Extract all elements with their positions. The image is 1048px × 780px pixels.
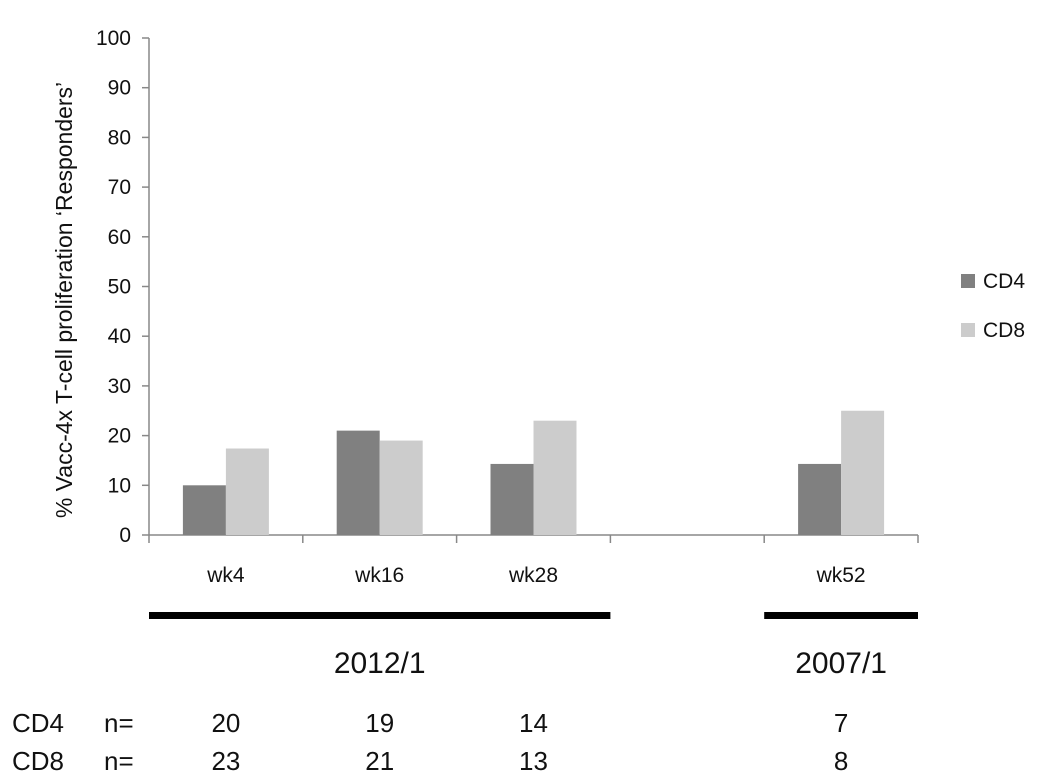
legend-label: CD4 [983,270,1025,293]
y-tick-label: 0 [119,524,131,547]
group-bracket-line [149,612,611,619]
n-value: 13 [519,746,548,776]
y-tick-label: 10 [108,474,131,497]
bar-cd8 [225,448,269,535]
n-row-label: CD8 [12,746,64,776]
x-category-label: wk16 [354,564,404,587]
category-labels: wk4 wk16 wk28 wk52 [206,564,865,587]
legend-swatch [961,323,975,337]
n-value: 20 [211,708,240,738]
n-row-label: CD4 [12,708,64,738]
legend-label: CD8 [983,319,1025,342]
bar-cd4 [336,430,380,535]
bar-cd8 [379,440,423,535]
y-tick-label: 20 [108,425,131,448]
x-category-label: wk28 [508,564,558,587]
bars [182,410,885,535]
group-label: 2012/1 [334,647,426,680]
n-equals-label: n= [104,708,134,738]
y-tick-label: 70 [108,176,131,199]
bar-cd8 [533,420,577,535]
n-value: 21 [365,746,394,776]
n-equals-label: n= [104,746,134,776]
bar-cd4 [182,485,226,535]
legend: CD4 CD8 [961,270,1025,342]
legend-swatch [961,274,975,288]
group-bracket-line [764,612,918,619]
group-label: 2007/1 [795,647,887,680]
x-category-label: wk52 [816,564,866,587]
n-value: 23 [211,746,240,776]
y-tick-label: 30 [108,375,131,398]
n-value: 8 [834,746,848,776]
sample-size-table: CD4 n= 20 19 14 7 CD8 n= 23 21 13 8 [12,708,848,776]
y-tick-label: 100 [96,27,131,50]
group-brackets: 2012/1 2007/1 [149,612,918,680]
y-axis-label: % Vacc-4x T-cell proliferation ‘Responde… [51,82,77,518]
n-value: 19 [365,708,394,738]
y-tick-label: 40 [108,325,131,348]
n-value: 14 [519,708,548,738]
bar-cd4 [798,463,842,535]
y-tick-label: 80 [108,126,131,149]
x-category-label: wk4 [206,564,245,587]
axes: 0 10 20 30 40 50 60 70 80 90 100 [96,27,919,547]
n-value: 7 [834,708,848,738]
bar-cd8 [841,410,885,535]
bar-cd4 [490,463,534,535]
y-tick-label: 50 [108,276,131,299]
y-tick-label: 60 [108,226,131,249]
y-tick-label: 90 [108,77,131,100]
